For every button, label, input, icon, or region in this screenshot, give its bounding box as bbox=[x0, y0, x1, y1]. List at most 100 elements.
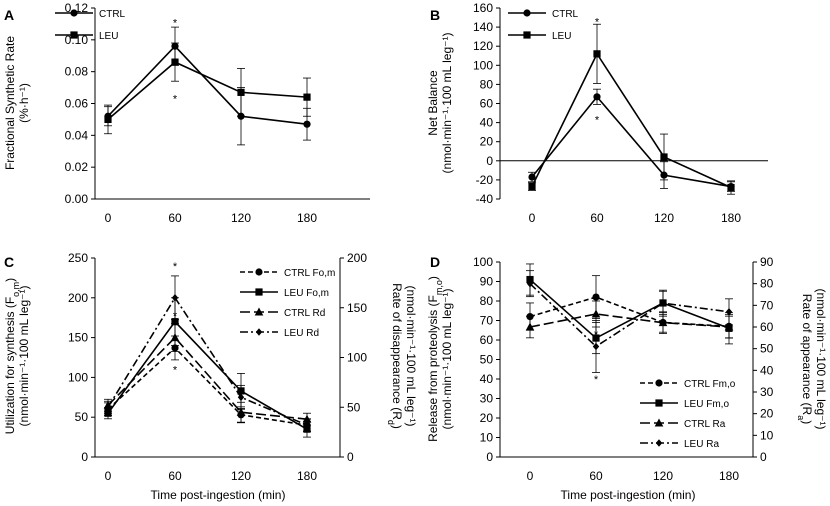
y-tick-label: 0.06 bbox=[65, 97, 89, 111]
y-right-tick-label: 60 bbox=[760, 320, 774, 334]
left-axis-title-tail: ) bbox=[3, 278, 17, 282]
series-line bbox=[529, 296, 730, 328]
right-axis-title-text: Rate of disappearance (R bbox=[390, 283, 404, 420]
y-tick-label: 60 bbox=[480, 333, 494, 347]
data-point bbox=[236, 407, 246, 416]
legend-label: LEU Ra bbox=[684, 439, 719, 450]
y-right-tick-label: 40 bbox=[760, 363, 774, 377]
x-tick-label: 180 bbox=[719, 469, 739, 483]
legend: CTRL LEU bbox=[508, 9, 579, 42]
left-axis-title: Fractional Synthetic Rate bbox=[3, 36, 17, 170]
left-axis-title-subscript: m,o bbox=[434, 280, 444, 295]
x-tick-label: 60 bbox=[168, 211, 182, 225]
panel-letter: C bbox=[4, 254, 14, 270]
right-axis-title-text: Rate of appearance (R bbox=[800, 294, 814, 416]
legend-marker bbox=[523, 9, 531, 17]
left-axis-units: (nmol·min⁻¹·100 mL leg⁻¹) bbox=[17, 286, 31, 427]
panel-c: C 0 50 100 150 200 250 0 50 100 150 200 0 60 120 180 Uti… bbox=[3, 251, 418, 502]
panel-d: D 0 10 20 30 40 50 60 70 80 90 100 0 10 20 30 40 50 60 70 80… bbox=[426, 254, 828, 502]
legend-label: LEU bbox=[552, 31, 571, 42]
left-axis-title-text: Release from proteolysis (F bbox=[426, 295, 440, 442]
data-point bbox=[104, 403, 112, 412]
legend-label: CTRL bbox=[99, 9, 126, 20]
series-line bbox=[529, 313, 730, 328]
data-point bbox=[302, 414, 312, 423]
y-tick-label: 20 bbox=[480, 411, 494, 425]
data-point bbox=[170, 333, 180, 342]
y-tick-label: -40 bbox=[476, 192, 494, 206]
y-tick-label: 0 bbox=[81, 450, 88, 464]
left-axis-title: Release from proteolysis (Fm,o) bbox=[426, 276, 444, 442]
data-point bbox=[724, 322, 734, 331]
x-tick-label: 60 bbox=[589, 469, 603, 483]
series-line bbox=[107, 61, 308, 121]
y-tick-label: 120 bbox=[473, 39, 493, 53]
legend-marker bbox=[655, 399, 663, 407]
y-tick-label: 160 bbox=[473, 1, 493, 15]
y-tick-label: 0.12 bbox=[65, 1, 89, 15]
legend-marker bbox=[255, 288, 263, 296]
data-point bbox=[303, 421, 311, 429]
legend-label: CTRL Fo,m bbox=[284, 268, 335, 279]
right-axis-title-subscript: a bbox=[796, 415, 806, 420]
data-point bbox=[591, 309, 601, 318]
y-tick-label: 30 bbox=[480, 392, 494, 406]
legend-marker bbox=[654, 418, 664, 427]
legend-marker bbox=[655, 439, 663, 447]
legend-label: CTRL Fm,o bbox=[684, 379, 736, 390]
x-tick-label: 120 bbox=[231, 211, 251, 225]
data-point bbox=[658, 318, 668, 327]
data-point bbox=[526, 279, 534, 288]
y-tick-label: 70 bbox=[480, 314, 494, 328]
x-tick-label: 0 bbox=[527, 469, 534, 483]
series-line bbox=[107, 45, 308, 125]
y-right-tick-label: 0 bbox=[347, 450, 354, 464]
data-point bbox=[593, 50, 601, 58]
panel-a: A0.000.020.040.060.080.100.120 60 120 180Fr… bbox=[3, 1, 370, 225]
legend-label: LEU bbox=[99, 31, 118, 42]
significance-marker: * bbox=[594, 329, 599, 341]
data-point bbox=[659, 299, 667, 307]
panel-b: B -40 -20 0 20 40 60 80 100 120 140 160 0 60 120 180 Net… bbox=[426, 1, 768, 225]
data-point bbox=[727, 183, 735, 192]
data-point bbox=[303, 93, 311, 101]
y-tick-label: -20 bbox=[476, 173, 494, 187]
series-line bbox=[107, 346, 308, 426]
legend: CTRL LEU bbox=[55, 9, 126, 42]
y-tick-label: 40 bbox=[480, 116, 494, 130]
significance-marker: * bbox=[595, 16, 600, 28]
left-axis-title-tail: ) bbox=[426, 276, 440, 280]
left-axis-title-text: Net Balance bbox=[426, 70, 440, 136]
y-tick-label: 140 bbox=[473, 20, 493, 34]
panel-letter: B bbox=[430, 7, 440, 23]
significance-marker: * bbox=[594, 374, 599, 386]
y-tick-label: 100 bbox=[68, 370, 88, 384]
data-point bbox=[592, 342, 600, 351]
series-ctrl bbox=[528, 88, 735, 192]
y-tick-label: 250 bbox=[68, 251, 88, 265]
right-axis-title-tail: ) bbox=[800, 420, 814, 424]
series-ctrl-fo-m bbox=[104, 335, 311, 432]
significance-marker: * bbox=[173, 17, 178, 29]
x-tick-label: 120 bbox=[653, 469, 673, 483]
data-point bbox=[528, 182, 536, 191]
x-tick-label: 60 bbox=[590, 211, 604, 225]
y-right-tick-label: 50 bbox=[347, 400, 361, 414]
right-axis-title-subscript: d bbox=[386, 420, 396, 425]
significance-marker: * bbox=[595, 115, 600, 127]
data-point bbox=[660, 153, 668, 161]
data-point bbox=[528, 173, 536, 181]
series-ctrl-fm-o bbox=[526, 275, 733, 339]
legend-marker bbox=[70, 31, 78, 39]
y-right-tick-label: 100 bbox=[347, 351, 367, 365]
significance-marker: * bbox=[173, 94, 178, 106]
legend-marker bbox=[523, 31, 531, 39]
legend-label: LEU Fo,m bbox=[284, 288, 329, 299]
data-point bbox=[171, 58, 179, 66]
legend-label: LEU Fm,o bbox=[684, 399, 729, 410]
data-point bbox=[237, 393, 245, 402]
x-tick-label: 60 bbox=[168, 469, 182, 483]
right-axis-title: Rate of disappearance (Rd) bbox=[386, 283, 404, 429]
right-axis-title-tail: ) bbox=[390, 425, 404, 429]
data-point bbox=[104, 115, 112, 124]
